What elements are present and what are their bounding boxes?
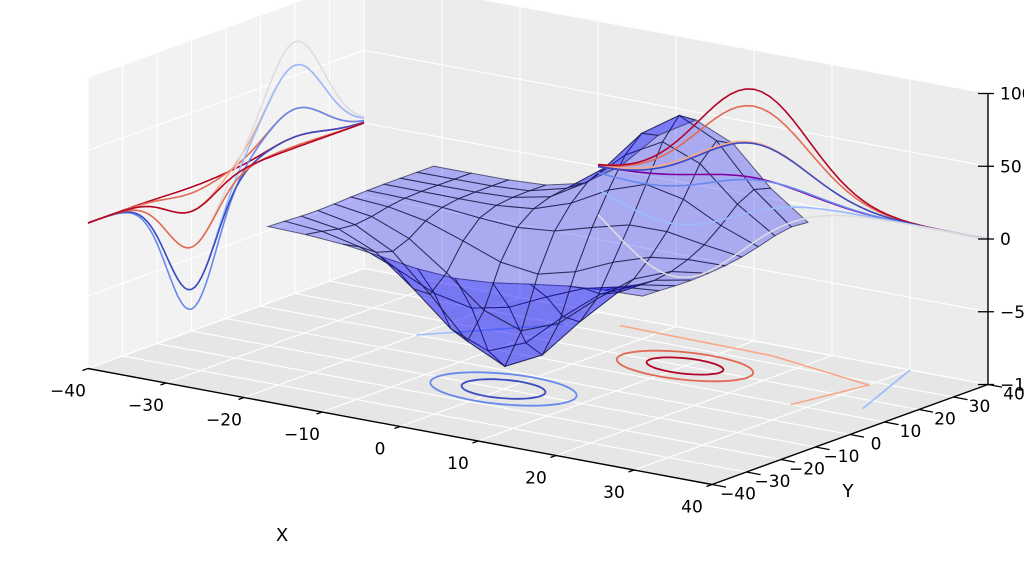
surface-facet bbox=[415, 165, 473, 180]
x-tick bbox=[628, 469, 635, 473]
y-tick-label: −40 bbox=[720, 485, 756, 505]
x-tick-label: 30 bbox=[603, 483, 625, 503]
x-projection-line bbox=[87, 121, 365, 291]
x-tick-label: −20 bbox=[206, 411, 242, 431]
x-tick-label: 10 bbox=[447, 454, 469, 474]
x-axis-label: X bbox=[276, 525, 288, 546]
x-tick bbox=[82, 367, 89, 372]
y-tick bbox=[746, 471, 761, 476]
x-projection-line bbox=[87, 106, 365, 310]
floor-contour-high bbox=[645, 356, 725, 376]
x-tick-label: −10 bbox=[284, 425, 320, 445]
z-tick-label: −50 bbox=[1000, 303, 1024, 323]
x-tick bbox=[160, 382, 167, 386]
y-projection-line bbox=[597, 214, 989, 279]
x-tick-label: −30 bbox=[128, 396, 164, 416]
x-tick bbox=[550, 454, 557, 459]
z-tick-label: −100 bbox=[1000, 376, 1024, 396]
x-tick bbox=[238, 396, 245, 401]
x-tick bbox=[472, 440, 479, 444]
y-tick-label: 40 bbox=[1003, 385, 1024, 405]
z-tick-label: 50 bbox=[1000, 157, 1022, 177]
y-tick-label: 20 bbox=[934, 410, 956, 430]
floor-contour-high bbox=[615, 349, 755, 383]
y-tick-label: 30 bbox=[969, 397, 991, 417]
y-tick-label: 0 bbox=[871, 435, 882, 455]
x-tick bbox=[394, 425, 401, 430]
y-tick bbox=[849, 433, 865, 438]
x-tick bbox=[316, 411, 323, 415]
z-tick-label: 100 bbox=[1000, 85, 1024, 105]
x-tick bbox=[706, 483, 713, 488]
y-projection-contours bbox=[597, 88, 989, 279]
y-tick-label: −30 bbox=[755, 472, 791, 492]
grid-line bbox=[87, 195, 989, 313]
x-tick-label: 40 bbox=[681, 498, 703, 518]
y-tick bbox=[953, 396, 968, 401]
y-axis-label: Y bbox=[842, 481, 855, 502]
floor-contour-low bbox=[429, 371, 578, 407]
x-projection-line bbox=[87, 122, 365, 249]
grid-line bbox=[87, 267, 989, 386]
y-tick bbox=[815, 446, 830, 451]
x-projection-contours bbox=[87, 40, 365, 310]
y-tick bbox=[780, 458, 796, 463]
grid-line bbox=[87, 0, 989, 95]
grid-lines bbox=[87, 0, 989, 486]
y-tick-label: −10 bbox=[824, 447, 860, 467]
z-tick-label: 0 bbox=[1000, 230, 1011, 250]
floor-contours bbox=[416, 323, 911, 410]
axis-ticks: −40−30−20−10010203040−40−30−20−100102030… bbox=[50, 85, 1024, 518]
y-tick bbox=[711, 483, 727, 488]
floor-contour-low bbox=[460, 378, 547, 400]
grid-line bbox=[87, 49, 989, 167]
floor-contour-low bbox=[862, 369, 911, 410]
y-tick bbox=[884, 421, 899, 426]
x-tick-label: −40 bbox=[50, 382, 86, 402]
y-tick bbox=[918, 408, 934, 413]
y-tick-label: −20 bbox=[789, 460, 825, 480]
y-tick-label: 10 bbox=[900, 422, 922, 442]
x-tick-label: 20 bbox=[525, 469, 547, 489]
floor-contour-high bbox=[619, 324, 872, 406]
x-projection-line bbox=[87, 122, 365, 224]
x-tick-label: 0 bbox=[375, 440, 386, 460]
floor-contour-low bbox=[416, 323, 564, 336]
